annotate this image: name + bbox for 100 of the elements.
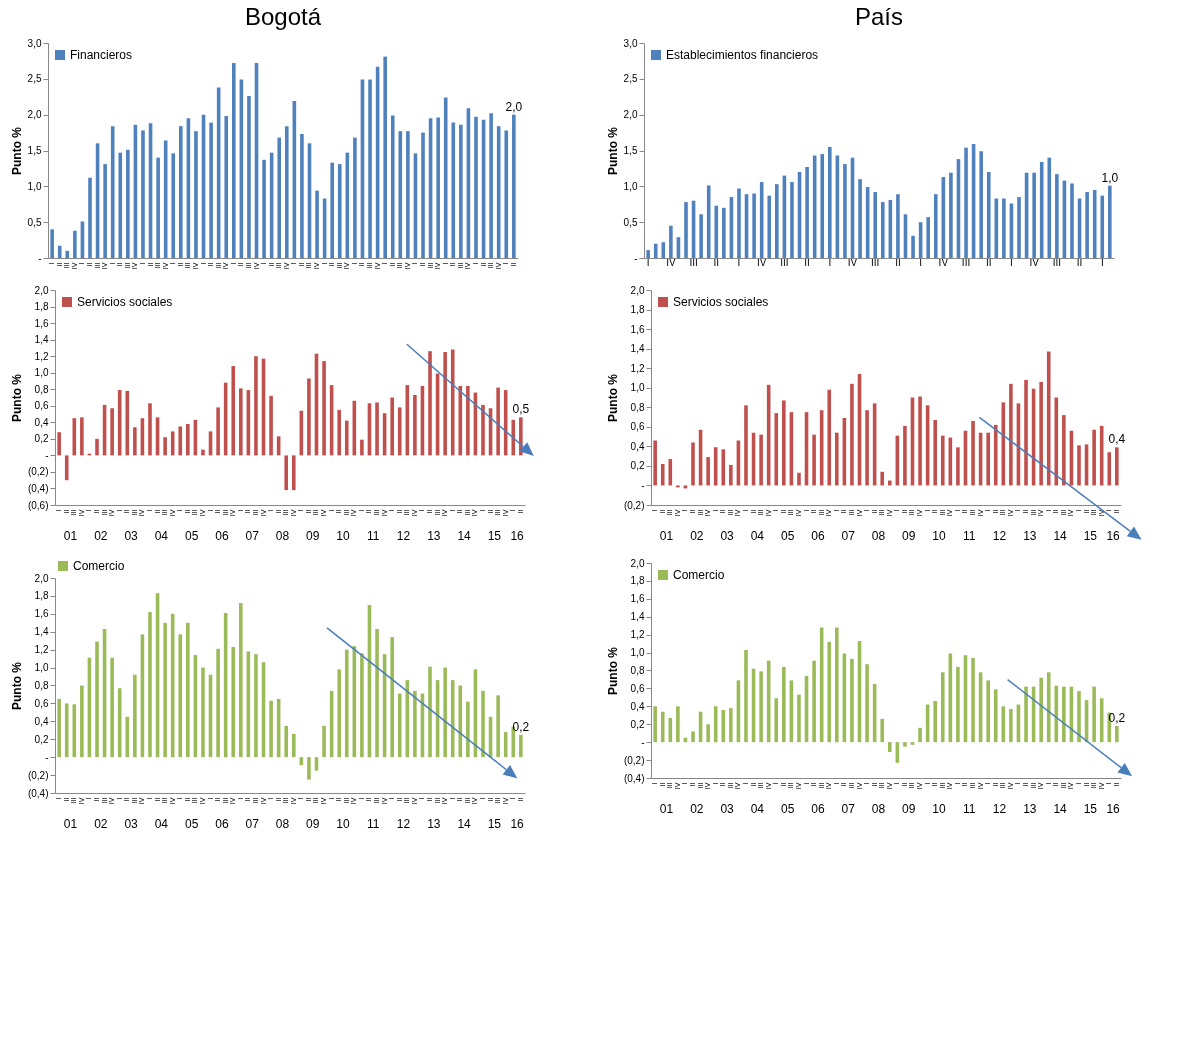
bar: [1024, 379, 1028, 486]
bar: [344, 420, 349, 456]
text: 16: [1106, 529, 1121, 543]
text: 07: [245, 817, 260, 831]
bar: [858, 179, 862, 258]
y-tick-label: 0,6: [34, 697, 49, 709]
y-tick-label: -: [641, 736, 645, 748]
text: 11: [963, 529, 976, 543]
bar: [668, 459, 673, 486]
bar: [360, 439, 364, 456]
bar: [880, 471, 885, 486]
bar: [353, 137, 357, 258]
y-tick-label: 0,2: [34, 433, 49, 445]
y-tick-label: 3,0: [623, 37, 638, 49]
y-tick-label: 0,5: [623, 216, 638, 228]
bar: [413, 690, 417, 758]
bar: [239, 388, 243, 456]
bar: [503, 732, 508, 758]
bar: [337, 409, 341, 456]
bar: [503, 390, 508, 456]
bar: [110, 408, 114, 456]
bar: [466, 701, 470, 758]
y-axis-title: Punto %: [9, 126, 24, 175]
text: 06: [811, 802, 825, 816]
bar: [216, 407, 220, 456]
bar: [148, 612, 152, 758]
bar: [865, 410, 869, 486]
bar: [133, 674, 137, 758]
bar: [1039, 677, 1043, 743]
bar: [646, 250, 650, 258]
bar: [1062, 415, 1066, 486]
bar: [390, 637, 394, 758]
text: 13: [1023, 529, 1037, 543]
bar: [1092, 686, 1096, 743]
bar: [141, 130, 145, 258]
text: 12: [396, 817, 411, 831]
bar: [125, 716, 130, 758]
bar: [835, 432, 839, 486]
bar: [496, 126, 501, 258]
bar: [713, 706, 718, 743]
bar: [933, 419, 937, 486]
bar: [511, 419, 516, 456]
text: 07: [245, 529, 260, 543]
y-tick-label: 1,8: [34, 590, 49, 602]
bar: [1009, 383, 1013, 486]
bar: [262, 159, 266, 258]
bar: [239, 603, 243, 758]
text: 13: [1023, 802, 1037, 816]
text: 04: [154, 817, 169, 831]
bar: [729, 464, 733, 486]
bar: [873, 192, 878, 258]
y-tick-label: 0,8: [630, 665, 645, 676]
text: 01: [63, 817, 78, 831]
bar: [450, 680, 455, 758]
bar: [231, 646, 236, 758]
legend-label: Financieros: [70, 48, 133, 62]
bar: [57, 432, 61, 456]
y-tick-label: 1,2: [34, 644, 49, 656]
bar: [254, 356, 258, 456]
bar: [669, 225, 673, 258]
bar: [269, 700, 273, 758]
y-tick-label: (0,6): [27, 499, 49, 511]
data-label: 0,5: [512, 402, 530, 417]
bar: [80, 685, 84, 758]
bar: [179, 126, 183, 258]
bar: [126, 149, 130, 258]
bar: [964, 147, 968, 258]
y-tick-label: 1,0: [34, 367, 49, 379]
bar: [118, 152, 123, 258]
bar: [413, 395, 417, 456]
y-tick-label: 2,0: [34, 284, 49, 296]
bar: [706, 724, 710, 743]
text: 09: [306, 529, 320, 543]
bar: [284, 725, 289, 758]
bar: [95, 438, 99, 456]
y-tick-label: 1,5: [27, 145, 42, 156]
text: 07: [841, 802, 856, 816]
y-tick-label: 1,0: [34, 662, 49, 674]
text: 08: [275, 817, 290, 831]
bar: [949, 172, 953, 258]
bar: [156, 157, 160, 258]
bar: [231, 366, 236, 456]
y-tick-label: 2,0: [630, 557, 645, 569]
bar: [827, 389, 832, 486]
bar: [466, 385, 470, 456]
bar: [57, 245, 62, 258]
bar: [721, 449, 726, 486]
text: 02: [94, 817, 108, 831]
bar: [73, 230, 77, 258]
bar: [1099, 425, 1104, 486]
bar: [269, 395, 273, 456]
text: 10: [932, 529, 946, 543]
y-tick-label: 0,4: [34, 715, 49, 727]
bar: [95, 641, 99, 758]
bar: [940, 672, 945, 743]
bar: [322, 725, 326, 758]
bar: [148, 403, 152, 456]
text: 02: [690, 802, 704, 816]
legend-label: Servicios sociales: [673, 295, 769, 309]
data-label: 0,4: [1108, 432, 1126, 447]
